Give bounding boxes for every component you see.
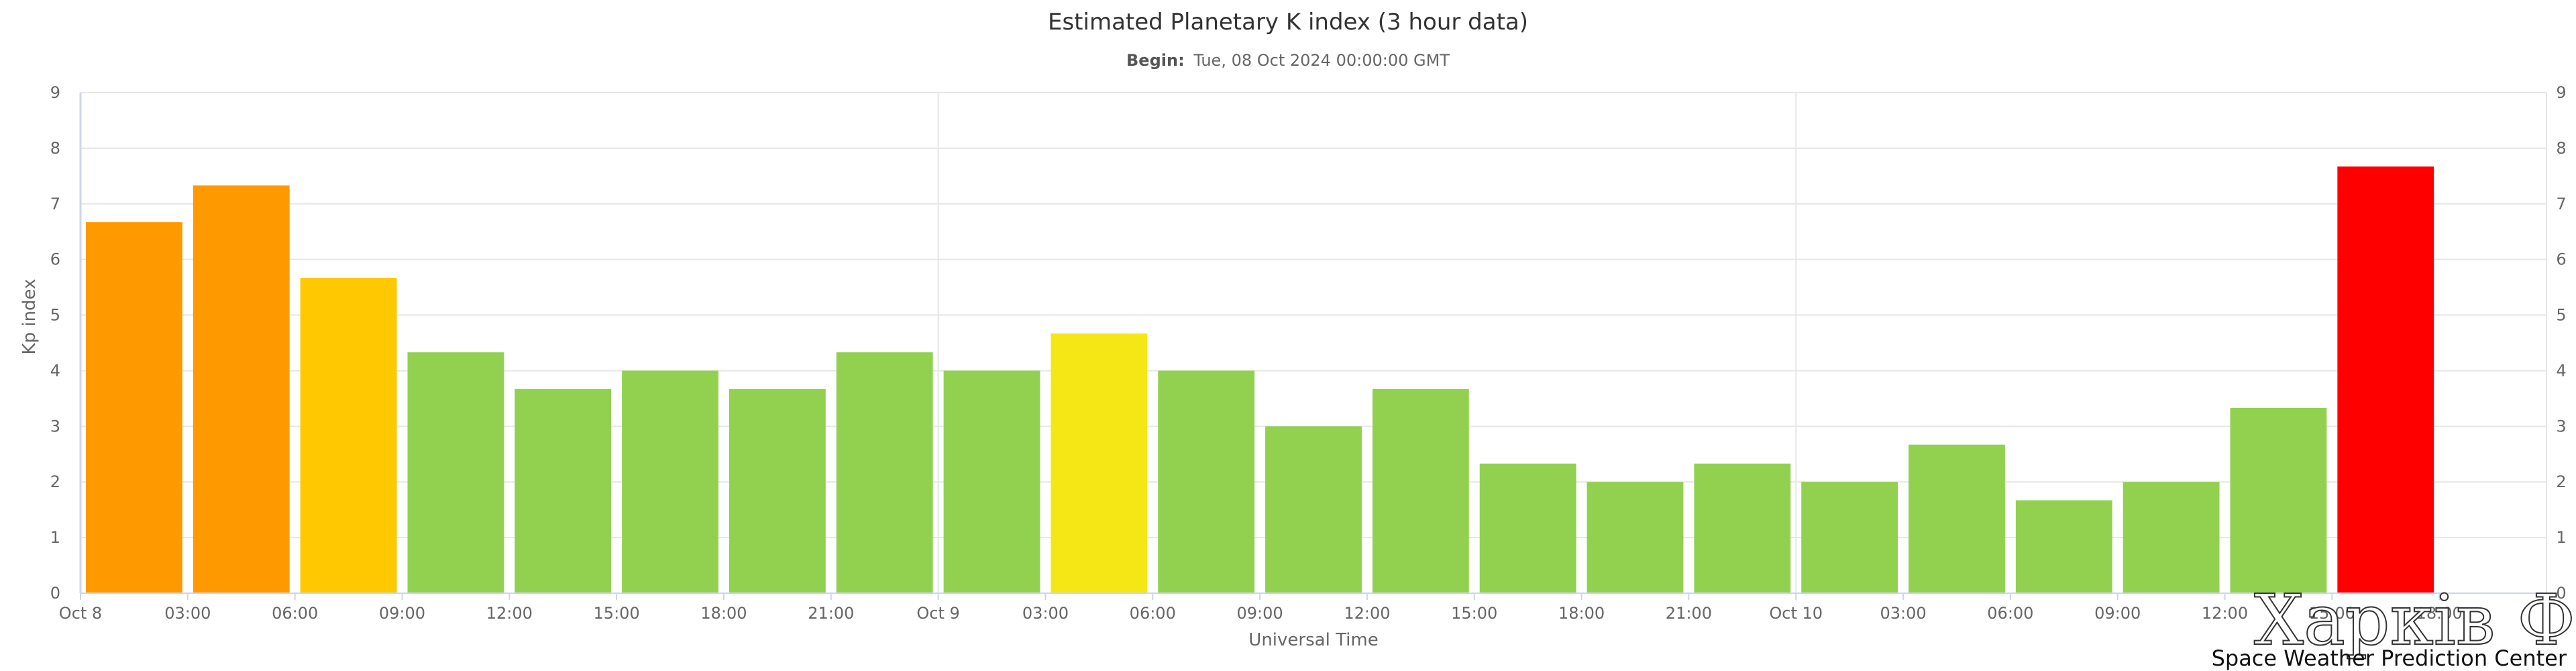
y-tick-label: 7 (50, 195, 60, 213)
kp-bar[interactable] (1372, 389, 1469, 593)
x-tick-label: 18:00 (700, 604, 747, 623)
y-tick-label-right: 6 (2556, 250, 2566, 269)
y-tick-label-right: 7 (2556, 195, 2566, 213)
kp-bar[interactable] (86, 222, 182, 593)
kp-bar[interactable] (1265, 426, 1362, 593)
x-tick-label: 09:00 (379, 604, 425, 623)
kp-bar[interactable] (729, 389, 826, 593)
x-tick-label: Oct 9 (916, 604, 959, 623)
x-axis-ticks: Oct 8 03:00 06:00 09:00 12:00 15:00 18:00 21:00… (59, 593, 2463, 623)
kp-bar[interactable] (622, 370, 718, 593)
x-tick-label: 06:00 (272, 604, 318, 623)
x-tick-label: 06:00 (1987, 604, 2033, 623)
kp-bar[interactable] (1587, 482, 1684, 593)
y-axis-right-ticks: 0 1 2 3 4 5 6 7 8 9 (2556, 83, 2566, 603)
kp-bar[interactable] (943, 370, 1040, 593)
kp-bar[interactable] (515, 389, 612, 593)
y-tick-label: 4 (50, 361, 60, 380)
y-tick-label-right: 4 (2556, 361, 2566, 380)
x-tick-label: 09:00 (2094, 604, 2141, 623)
x-tick-label: 21:00 (808, 604, 854, 623)
kp-bar[interactable] (300, 278, 397, 593)
x-tick-label: Oct 8 (59, 604, 102, 623)
y-tick-label-right: 8 (2556, 139, 2566, 158)
y-tick-label-right: 3 (2556, 417, 2566, 435)
x-tick-label: 06:00 (1130, 604, 1176, 623)
kp-bar[interactable] (193, 185, 290, 593)
y-tick-label-right: 0 (2556, 584, 2566, 603)
subtitle-label: Begin: (1126, 51, 1185, 70)
kp-bar[interactable] (1909, 444, 2005, 593)
chart-title: Estimated Planetary K index (3 hour data… (1048, 9, 1528, 36)
x-tick-label: 18:00 (1558, 604, 1605, 623)
x-tick-label: 03:00 (1022, 604, 1069, 623)
y-tick-label-right: 5 (2556, 306, 2566, 325)
kp-bar[interactable] (407, 352, 504, 593)
y-axis-title: Kp index (19, 279, 40, 355)
y-tick-label: 6 (50, 250, 60, 269)
kp-bar[interactable] (1158, 370, 1255, 593)
watermark: Харків Форум (2254, 579, 2576, 661)
y-tick-label: 2 (50, 472, 60, 491)
x-tick-label: 15:00 (2309, 604, 2355, 623)
kp-bar[interactable] (2015, 500, 2112, 593)
x-tick-label: 12:00 (1344, 604, 1390, 623)
y-tick-label-right: 9 (2556, 83, 2566, 102)
x-tick-label: 21:00 (1666, 604, 1712, 623)
kp-bar[interactable] (2123, 482, 2220, 593)
y-tick-label: 9 (50, 83, 60, 102)
y-axis-left-ticks: 0 1 2 3 4 5 6 7 8 9 (50, 83, 60, 603)
x-tick-label: 18:00 (2416, 604, 2463, 623)
x-tick-label: Oct 10 (1769, 604, 1823, 623)
bar-series (86, 166, 2434, 594)
x-tick-label: 15:00 (594, 604, 640, 623)
subtitle-value: Tue, 08 Oct 2024 00:00:00 GMT (1193, 51, 1450, 70)
x-tick-label: 12:00 (486, 604, 533, 623)
x-axis-title: Universal Time (1248, 630, 1378, 650)
kp-bar[interactable] (1801, 482, 1898, 593)
kp-bar[interactable] (2230, 407, 2327, 593)
y-tick-label: 3 (50, 417, 60, 435)
chart-subtitle: Begin: Tue, 08 Oct 2024 00:00:00 GMT (1126, 51, 1450, 70)
kp-bar[interactable] (1694, 463, 1791, 593)
kp-bar[interactable] (2337, 166, 2434, 594)
y-tick-label: 1 (50, 528, 60, 547)
kp-bar[interactable] (836, 352, 933, 593)
credit-label: Space Weather Prediction Center (2212, 646, 2567, 671)
y-tick-label: 5 (50, 306, 60, 325)
x-tick-label: 15:00 (1451, 604, 1497, 623)
kp-bar[interactable] (1479, 463, 1576, 593)
y-tick-label-right: 1 (2556, 528, 2566, 547)
kp-bar[interactable] (1051, 333, 1148, 593)
y-tick-label: 0 (50, 584, 60, 603)
x-tick-label: 12:00 (2202, 604, 2248, 623)
y-tick-label: 8 (50, 139, 60, 158)
y-tick-label-right: 2 (2556, 472, 2566, 491)
x-tick-label: 09:00 (1237, 604, 1283, 623)
axes (79, 93, 2546, 594)
x-tick-label: 03:00 (1880, 604, 1926, 623)
x-tick-label: 03:00 (164, 604, 211, 623)
